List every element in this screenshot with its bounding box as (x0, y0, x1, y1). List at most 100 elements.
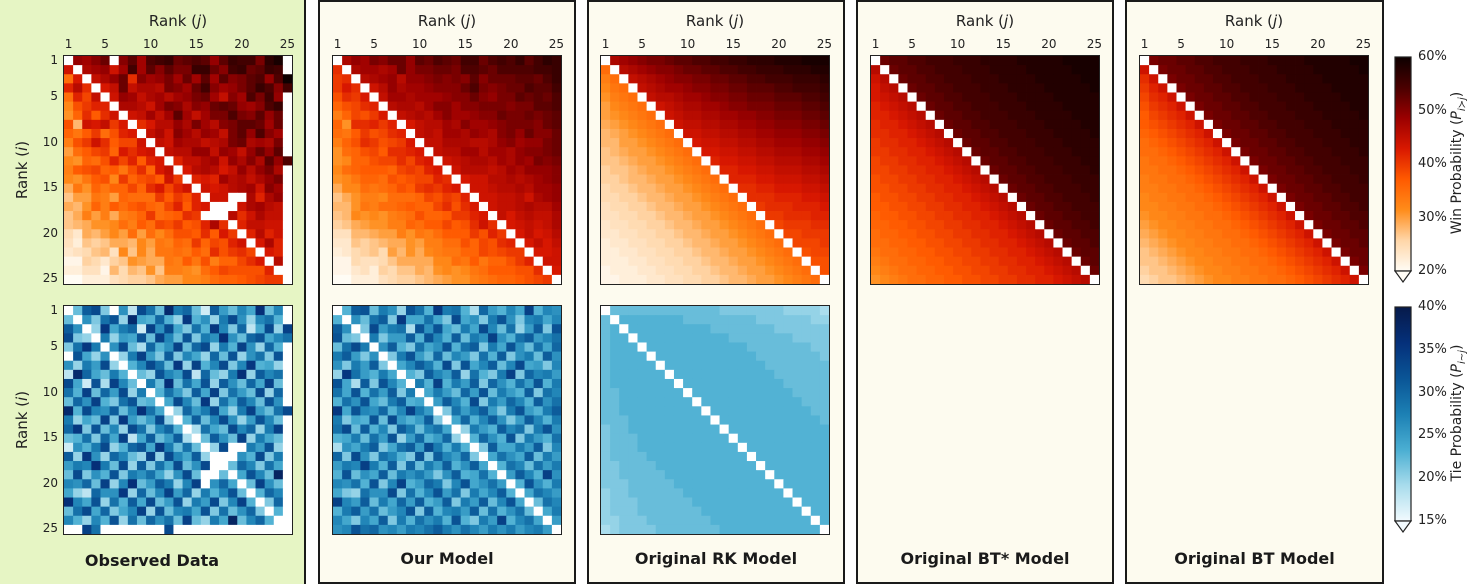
heatmap-cell (542, 488, 553, 498)
heatmap-cell (333, 451, 343, 462)
heatmap-cell (191, 265, 202, 276)
heatmap-cell (1194, 265, 1205, 276)
heatmap-cell (1358, 156, 1368, 166)
heatmap-cell (378, 165, 389, 175)
heatmap-cell (405, 83, 416, 93)
heatmap-cell (1026, 128, 1036, 139)
heatmap-cell (64, 211, 74, 221)
heatmap-cell (100, 165, 110, 175)
heatmap-cell (191, 74, 202, 84)
heatmap-cell (1212, 74, 1223, 84)
heatmap-cell (819, 128, 829, 139)
heatmap-cell (200, 497, 211, 508)
heatmap-cell (91, 442, 101, 453)
heatmap-cell (1176, 265, 1186, 276)
heatmap-cell (1240, 92, 1250, 102)
heatmap-cell (415, 165, 425, 175)
heatmap-cell (255, 378, 266, 389)
heatmap-cell (73, 351, 83, 362)
heatmap-cell (451, 119, 462, 130)
heatmap-cell (756, 470, 766, 480)
heatmap-cell (971, 83, 981, 93)
heatmap-cell (127, 388, 138, 398)
heatmap-cell (369, 128, 379, 139)
heatmap-cell (916, 110, 927, 121)
heatmap-cell (542, 174, 553, 185)
heatmap-cell (488, 256, 498, 267)
heatmap-cell (819, 165, 829, 175)
heatmap-cell (1304, 128, 1314, 139)
heatmap-cell (82, 256, 92, 267)
heatmap-cell (962, 247, 972, 258)
heatmap-cell (1026, 74, 1036, 84)
heatmap-cell (237, 183, 247, 194)
heatmap-cell (173, 220, 183, 230)
heatmap-cell (783, 442, 793, 453)
x-tick-label: 10 (1218, 37, 1235, 51)
heatmap-cell (819, 92, 829, 102)
heatmap-cell (1080, 165, 1091, 175)
heatmap-cell (710, 128, 720, 139)
heatmap-cell (774, 174, 784, 185)
heatmap-cell (1149, 74, 1159, 84)
heatmap-cell (264, 479, 275, 489)
heatmap-cell (146, 101, 156, 112)
heatmap-cell (971, 211, 981, 221)
heatmap-cell (451, 110, 462, 121)
heatmap-cell (619, 165, 629, 175)
heatmap-cell (405, 470, 416, 480)
heatmap-cell (146, 351, 156, 362)
heatmap-cell (551, 101, 561, 112)
heatmap-cell (728, 192, 739, 203)
heatmap-cell (710, 442, 720, 453)
heatmap-cell (1249, 119, 1259, 130)
heatmap-cell (819, 424, 829, 435)
heatmap-cell (1080, 138, 1091, 148)
heatmap-cell (898, 220, 908, 230)
heatmap-cell (737, 442, 748, 453)
heatmap-cell (209, 256, 220, 267)
heatmap-cell (378, 192, 389, 203)
heatmap-cell (1313, 174, 1323, 185)
heatmap-cell (369, 156, 379, 166)
heatmap-cell (819, 415, 829, 425)
heatmap-cell (173, 306, 183, 316)
y-tick-label: 1 (50, 52, 58, 67)
heatmap-cell (1331, 128, 1342, 139)
heatmap-cell (683, 110, 693, 121)
heatmap-cell (255, 192, 266, 203)
heatmap-cell (200, 265, 211, 276)
heatmap-cell (655, 138, 666, 148)
heatmap-cell (478, 406, 489, 416)
heatmap-cell (118, 442, 129, 453)
heatmap-cell (506, 211, 516, 221)
heatmap-cell (1016, 138, 1027, 148)
heatmap-cell (701, 147, 711, 157)
heatmap-cell (916, 101, 927, 112)
heatmap-cell (1080, 211, 1091, 221)
heatmap-cell (460, 256, 471, 267)
heatmap-cell (497, 274, 507, 284)
heatmap-cell (342, 433, 352, 444)
heatmap-cell (127, 333, 138, 343)
heatmap-cell (1358, 256, 1368, 267)
heatmap-cell (783, 415, 793, 425)
heatmap-cell (342, 247, 352, 258)
heatmap-cell (255, 515, 266, 526)
heatmap-cell (601, 274, 611, 284)
x-tick-label: 5 (101, 37, 109, 51)
heatmap-cell (237, 406, 247, 416)
heatmap-cell (255, 56, 266, 66)
heatmap-cell (1249, 265, 1259, 276)
heatmap-cell (737, 156, 748, 166)
heatmap-cell (351, 274, 361, 284)
heatmap-cell (792, 378, 803, 389)
heatmap-cell (601, 147, 611, 157)
heatmap-cell (664, 333, 675, 343)
heatmap-cell (1053, 265, 1063, 276)
heatmap-cell (342, 415, 352, 425)
heatmap-cell (100, 183, 110, 194)
heatmap-cell (237, 201, 247, 212)
heatmap-cell (1149, 183, 1159, 194)
heatmap-cell (73, 306, 83, 316)
